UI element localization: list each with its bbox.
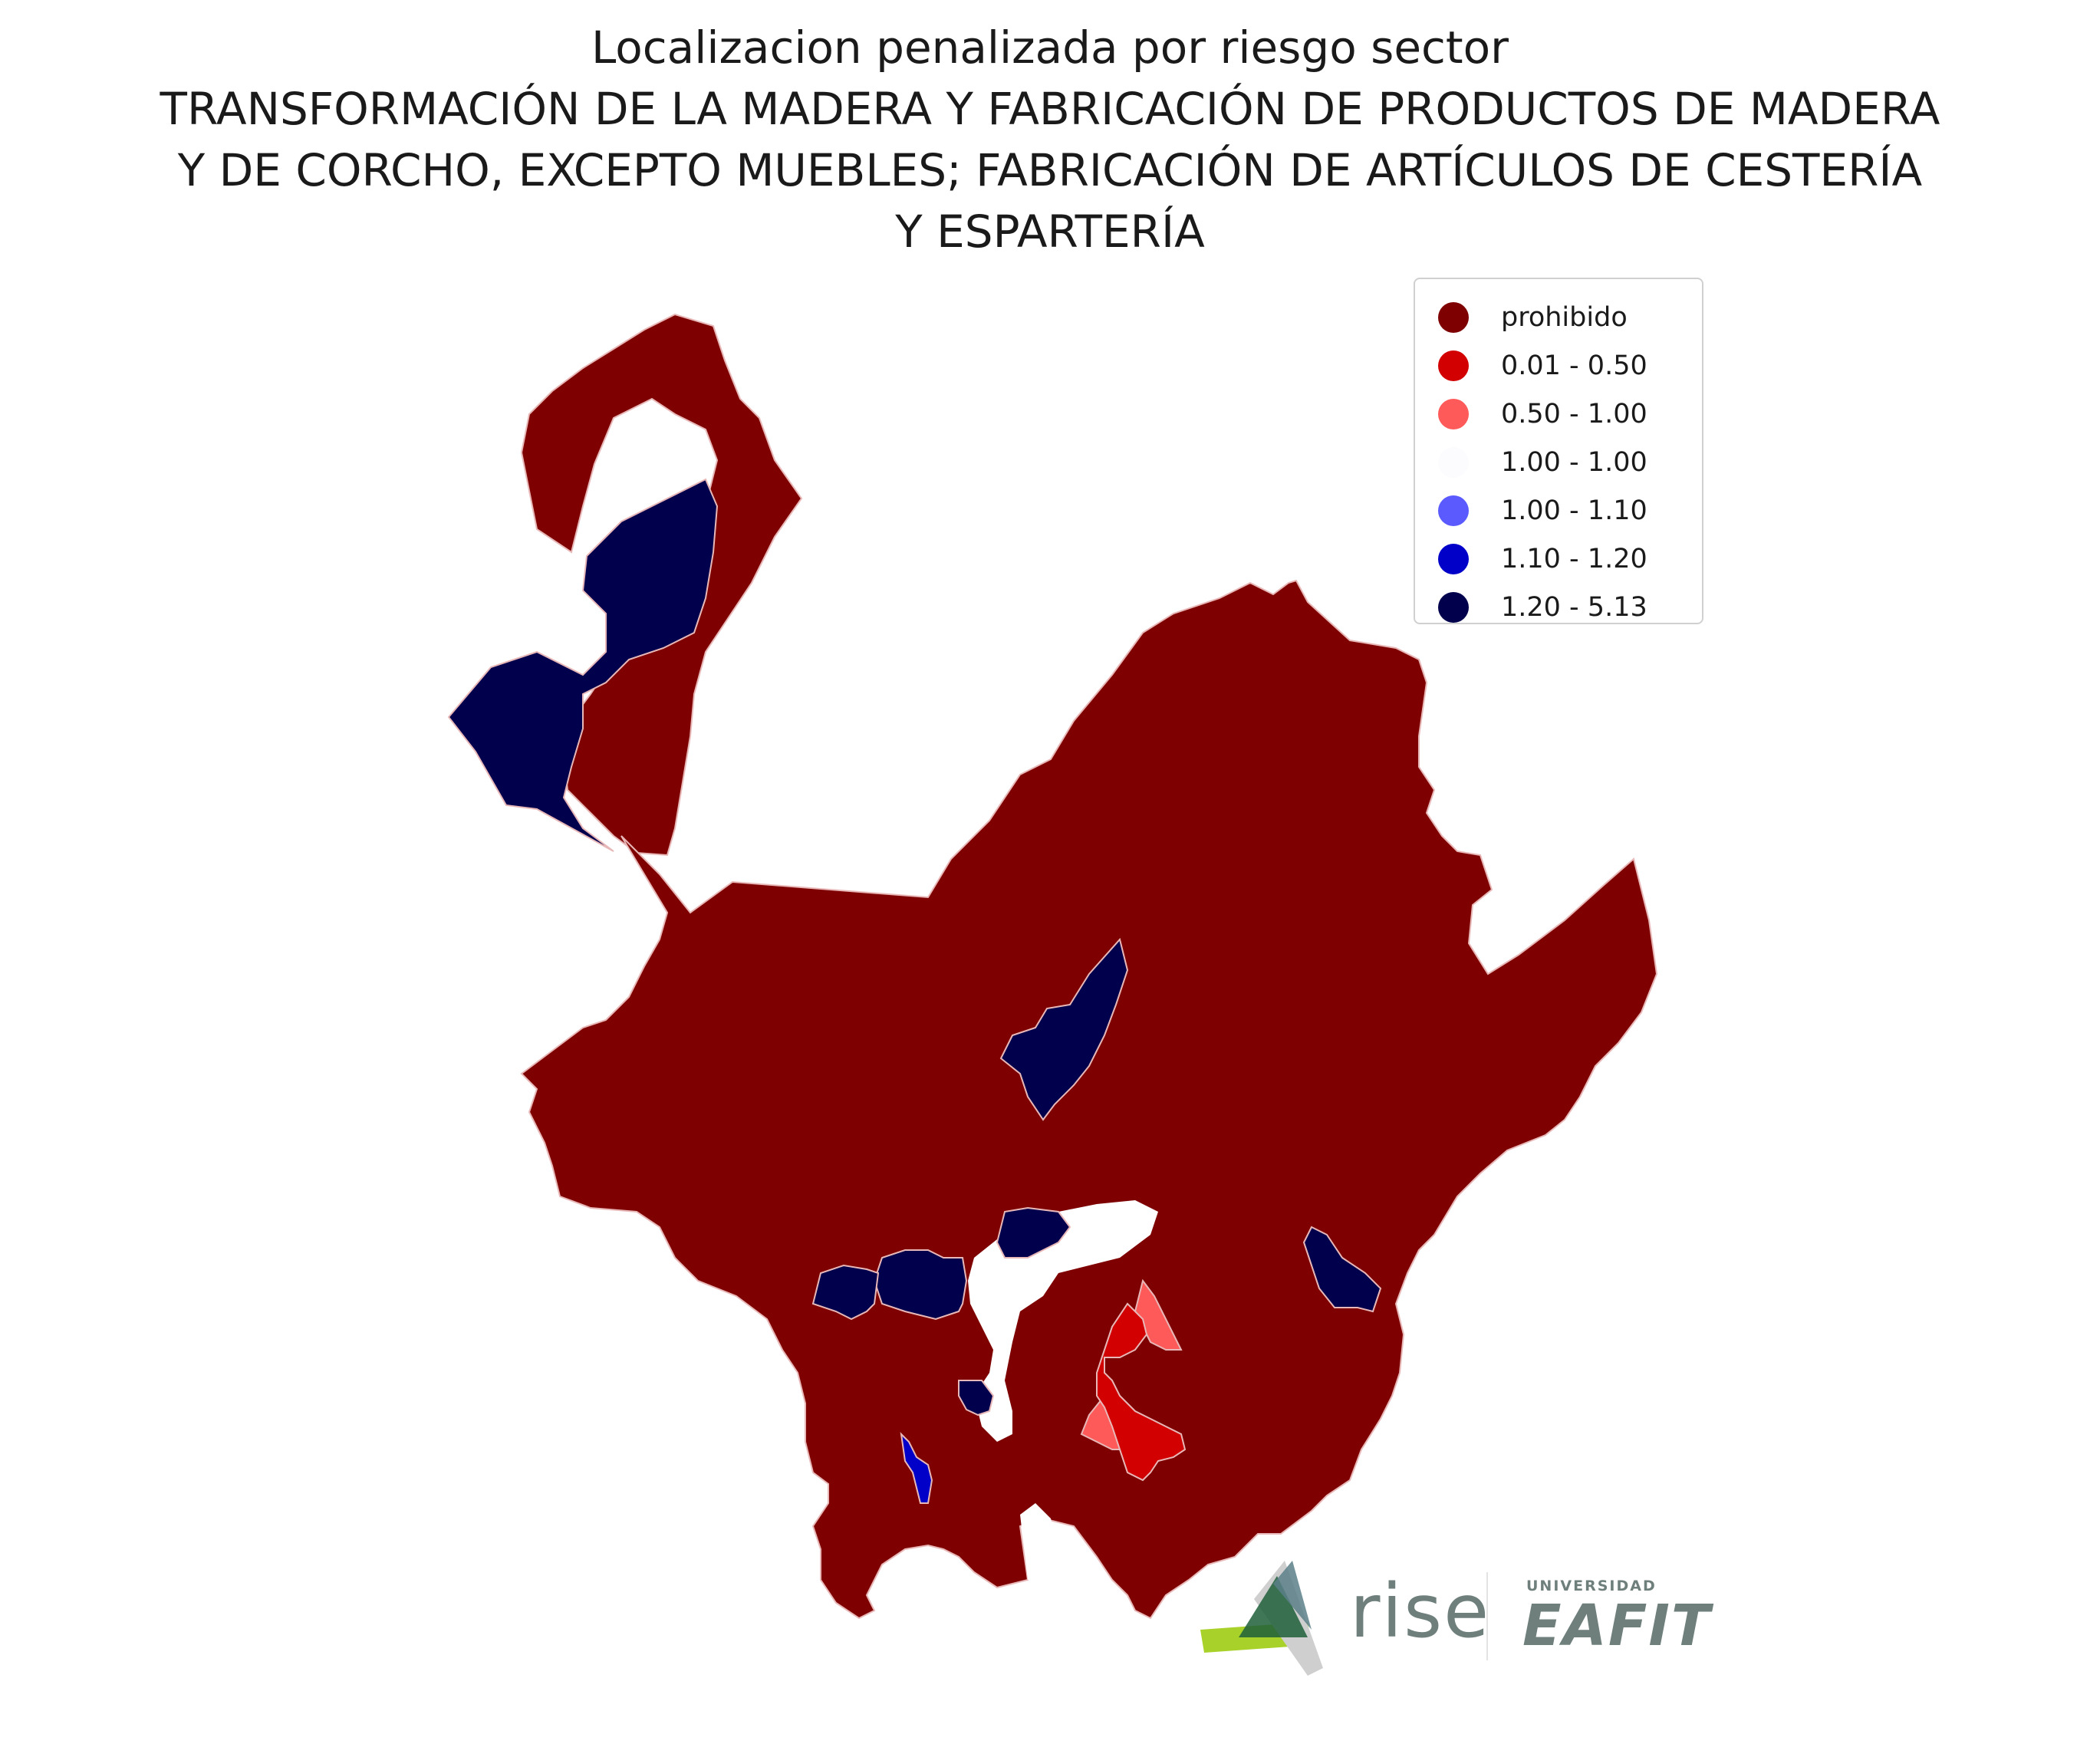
legend-label: 1.00 - 1.10 (1501, 495, 1647, 526)
title-line-4: Y ESPARTERÍA (895, 206, 1205, 258)
map-title: Localizacion penalizada por riesgo secto… (0, 17, 2100, 262)
legend-item: 0.01 - 0.50 (1438, 341, 1702, 390)
legend-swatch (1438, 301, 1469, 333)
legend-item: 1.00 - 1.00 (1438, 438, 1702, 486)
legend-swatch (1438, 591, 1469, 623)
region-nechi-high (999, 937, 1129, 1121)
region-center-high-2 (873, 1249, 968, 1321)
region-center-high-1 (996, 1206, 1071, 1259)
region-south-red (1096, 1302, 1187, 1482)
logo-area: rise UNIVERSIDAD EAFIT (1193, 1553, 1710, 1676)
title-line-1: Localizacion penalizada por riesgo secto… (591, 21, 1509, 74)
lake-south (1020, 1503, 1058, 1580)
rise-wordmark: rise (1350, 1568, 1491, 1654)
logo-divider (1486, 1572, 1488, 1660)
legend-item: 1.00 - 1.10 (1438, 486, 1702, 535)
legend-item: 1.20 - 5.13 (1438, 583, 1702, 631)
eafit-subtitle: UNIVERSIDAD (1526, 1578, 1657, 1594)
region-east-high (1302, 1226, 1382, 1313)
region-uraba-high (447, 478, 719, 852)
legend-swatch (1438, 446, 1469, 478)
title-line-3: Y DE CORCHO, EXCEPTO MUEBLES; FABRICACIÓ… (177, 144, 1923, 196)
eafit-wordmark: EAFIT (1522, 1593, 1712, 1659)
legend-label: prohibido (1501, 301, 1628, 333)
legend-label: 1.10 - 1.20 (1501, 543, 1647, 574)
legend-item: prohibido (1438, 293, 1702, 341)
legend-item: 0.50 - 1.00 (1438, 390, 1702, 438)
legend-label: 0.50 - 1.00 (1501, 398, 1647, 429)
title-line-2: TRANSFORMACIÓN DE LA MADERA Y FABRICACIÓ… (160, 83, 1940, 135)
region-center-high-3 (811, 1264, 880, 1321)
lake-center (968, 1200, 1158, 1442)
region-south-high (958, 1380, 995, 1416)
legend-swatch (1438, 495, 1469, 526)
legend-label: 1.20 - 5.13 (1501, 591, 1647, 623)
legend-swatch (1438, 543, 1469, 574)
region-main-body (520, 579, 1658, 1620)
region-southwest-mid (900, 1432, 933, 1504)
legend-label: 1.00 - 1.00 (1501, 446, 1647, 478)
legend-swatch (1438, 350, 1469, 381)
legend: prohibido 0.01 - 0.50 0.50 - 1.00 1.00 -… (1414, 278, 1703, 624)
rise-logo-icon (1200, 1561, 1323, 1676)
legend-swatch (1438, 398, 1469, 429)
legend-label: 0.01 - 0.50 (1501, 350, 1647, 381)
legend-item: 1.10 - 1.20 (1438, 535, 1702, 583)
